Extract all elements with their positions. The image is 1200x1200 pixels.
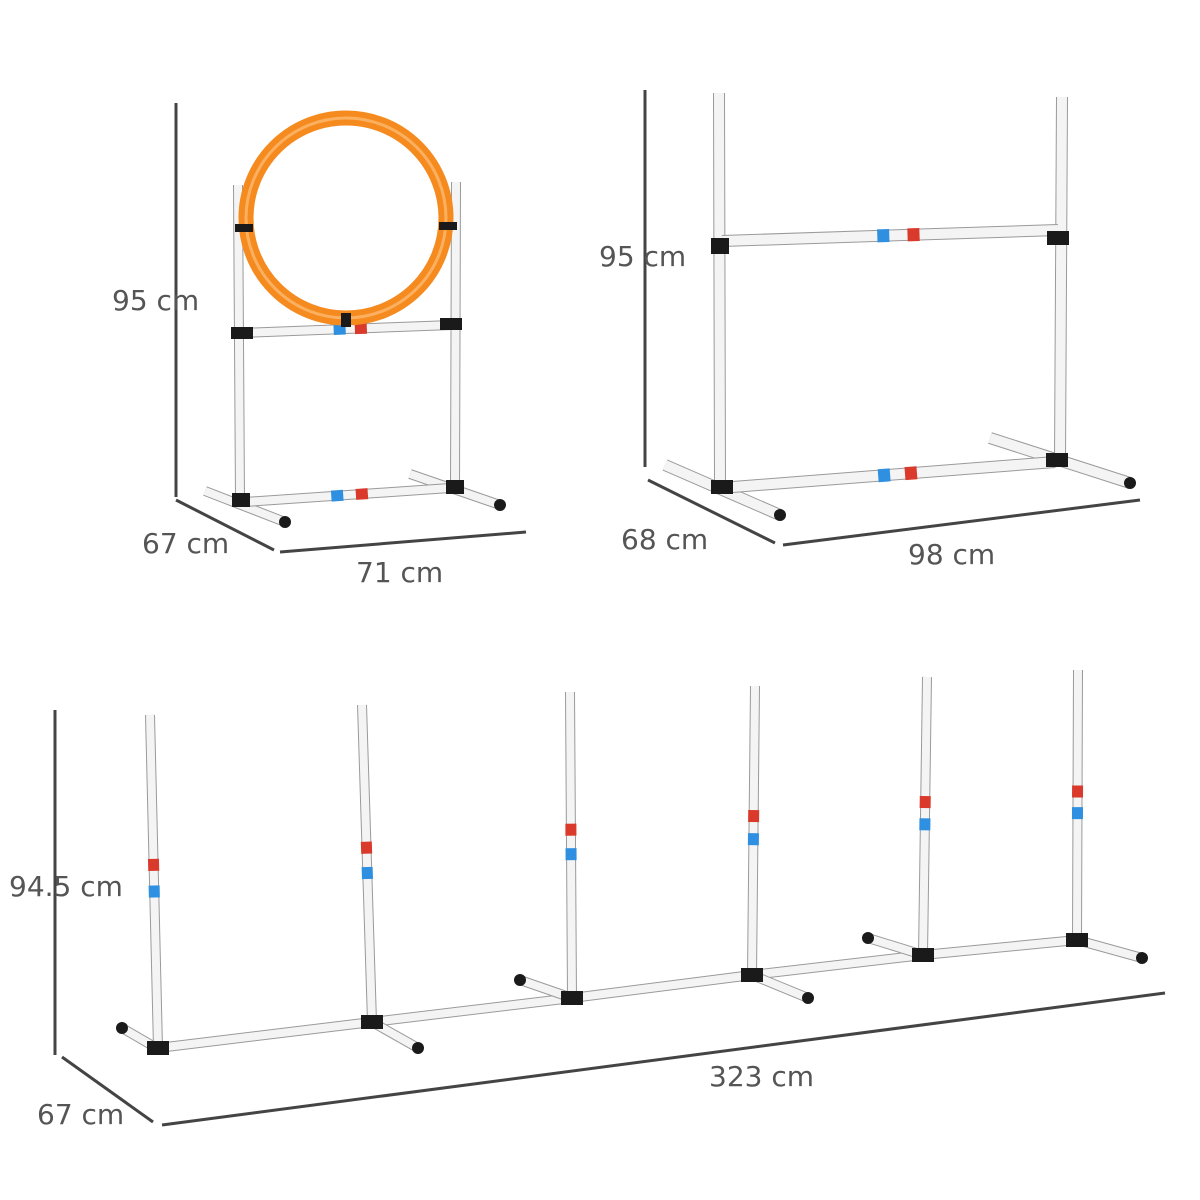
weave-length-line bbox=[161, 991, 1166, 1127]
connector bbox=[361, 1015, 383, 1029]
connector bbox=[446, 480, 464, 494]
weave-pole-6 bbox=[1073, 669, 1082, 941]
connector bbox=[561, 991, 583, 1005]
connector bbox=[711, 238, 729, 254]
hoop-left-pole bbox=[234, 184, 244, 501]
weave-base-bar bbox=[571, 971, 753, 1002]
hoop-strap bbox=[235, 224, 253, 232]
weave-pole-3 bbox=[566, 691, 576, 999]
weave-base-bar bbox=[371, 994, 573, 1026]
foot-cap bbox=[412, 1042, 424, 1054]
weave-base-bar bbox=[751, 951, 924, 979]
high-crossbar bbox=[721, 225, 1059, 246]
high-jump-width-line bbox=[782, 498, 1141, 547]
weave-base-bar bbox=[922, 936, 1078, 959]
high-right-pole bbox=[1055, 96, 1067, 461]
hoop-strap bbox=[439, 222, 457, 230]
hoop-jump-width-label: 71 cm bbox=[356, 556, 444, 589]
high-jump-depth-label: 68 cm bbox=[621, 523, 709, 556]
weave-pole-4 bbox=[748, 685, 759, 976]
red-stripe bbox=[904, 466, 918, 481]
foot-cap bbox=[494, 499, 506, 511]
connector bbox=[711, 480, 733, 494]
hoop-right-pole bbox=[451, 181, 460, 488]
connector bbox=[147, 1041, 169, 1055]
hoop-crossbar bbox=[239, 321, 453, 337]
foot-cap bbox=[862, 932, 874, 944]
hoop-jump-width-line bbox=[279, 530, 527, 554]
connector bbox=[440, 318, 462, 330]
weave-poles-length-label: 323 cm bbox=[709, 1060, 815, 1093]
connector bbox=[1046, 453, 1068, 467]
connector bbox=[1047, 231, 1069, 245]
blue-stripe bbox=[877, 468, 891, 483]
hoop-jump-depth-label: 67 cm bbox=[142, 527, 230, 560]
foot-cap bbox=[1124, 477, 1136, 489]
orange-hoop-highlight bbox=[244, 116, 448, 320]
weave-pole-5 bbox=[919, 676, 931, 956]
foot-cap bbox=[1136, 952, 1148, 964]
connector bbox=[741, 968, 763, 982]
high-jump-width-label: 98 cm bbox=[908, 538, 996, 571]
connector bbox=[912, 948, 934, 962]
foot-cap bbox=[116, 1022, 128, 1034]
red-stripe bbox=[355, 488, 369, 500]
weave-pole-2 bbox=[358, 704, 376, 1023]
high-left-pole bbox=[714, 92, 725, 486]
hoop-jump-depth-line bbox=[175, 498, 275, 552]
high-jump-depth-line bbox=[647, 478, 776, 545]
weave-base-bar bbox=[157, 1018, 373, 1052]
foot-cap bbox=[774, 509, 786, 521]
weave-depth-line bbox=[61, 1055, 154, 1124]
weave-poles-depth-label: 67 cm bbox=[37, 1098, 125, 1131]
foot-cap bbox=[802, 992, 814, 1004]
hoop-strap bbox=[341, 313, 351, 327]
hoop-base-bar bbox=[244, 484, 451, 506]
foot-cap bbox=[279, 516, 291, 528]
connector bbox=[1066, 933, 1088, 947]
weave-pole-1 bbox=[146, 714, 162, 1049]
connector bbox=[232, 493, 250, 507]
high-jump-height-label: 95 cm bbox=[599, 240, 687, 273]
weave-poles-height-label: 94.5 cm bbox=[9, 870, 123, 903]
foot-cap bbox=[514, 974, 526, 986]
hoop-jump-height-label: 95 cm bbox=[112, 284, 200, 317]
connector bbox=[231, 327, 253, 339]
blue-stripe bbox=[330, 489, 344, 502]
